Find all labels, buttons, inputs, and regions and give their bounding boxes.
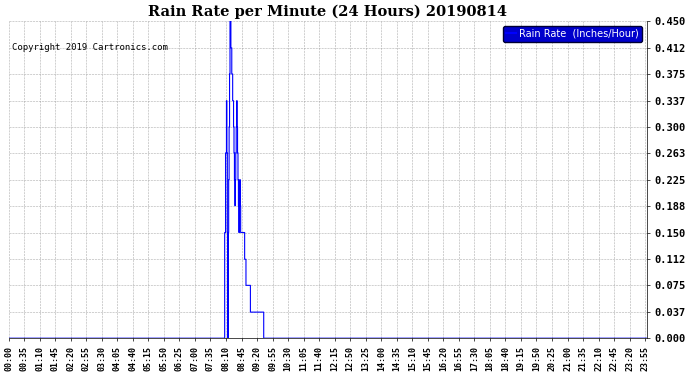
Legend: Rain Rate  (Inches/Hour): Rain Rate (Inches/Hour): [503, 26, 642, 42]
Text: Copyright 2019 Cartronics.com: Copyright 2019 Cartronics.com: [12, 43, 168, 52]
Title: Rain Rate per Minute (24 Hours) 20190814: Rain Rate per Minute (24 Hours) 20190814: [148, 4, 507, 18]
